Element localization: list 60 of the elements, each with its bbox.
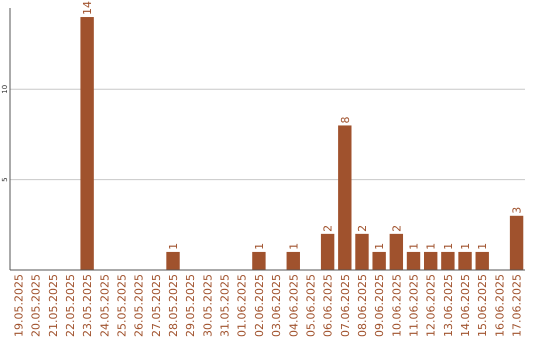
bar [80, 17, 94, 270]
x-tick-label: 24.05.2025 [98, 274, 112, 337]
data-label: 1 [408, 242, 421, 250]
data-label: 8 [338, 116, 352, 124]
data-label: 2 [322, 224, 335, 232]
x-tick-label: 14.06.2025 [459, 274, 472, 337]
x-tick-label: 29.05.2025 [184, 274, 198, 337]
data-label: 1 [252, 242, 266, 250]
x-tick-label: 20.05.2025 [30, 274, 43, 337]
x-tick-label: 26.05.2025 [132, 274, 146, 337]
x-tick-label: 21.05.2025 [46, 274, 60, 337]
x-tick-label: 16.06.2025 [493, 274, 506, 337]
data-label: 1 [287, 242, 300, 250]
data-label: 1 [373, 242, 386, 250]
bar [320, 234, 334, 270]
bar [424, 252, 438, 270]
x-tick-label: 15.06.2025 [476, 274, 490, 337]
bar [355, 234, 369, 270]
bar [166, 252, 180, 270]
bar [390, 234, 404, 270]
bar [476, 252, 489, 270]
x-tick-label: 08.06.2025 [356, 274, 369, 337]
bar [252, 252, 266, 270]
x-tick-label: 22.05.2025 [64, 274, 77, 337]
bar [510, 216, 524, 270]
data-label: 1 [442, 242, 455, 250]
x-tick-label: 31.05.2025 [218, 274, 232, 337]
data-label: 14 [81, 1, 94, 16]
data-label: 1 [167, 242, 180, 250]
x-tick-label: 28.05.2025 [167, 274, 180, 337]
bar [286, 252, 300, 270]
x-tick-label: 04.06.2025 [287, 274, 300, 337]
data-label: 1 [476, 242, 490, 250]
bar [372, 252, 386, 270]
x-tick-label: 05.06.2025 [304, 274, 318, 337]
x-tick-label: 06.06.2025 [322, 274, 335, 337]
bar [458, 252, 472, 270]
data-label: 1 [459, 242, 472, 250]
x-tick-label: 10.06.2025 [390, 274, 404, 337]
x-tick-label: 11.06.2025 [408, 274, 421, 337]
data-label: 1 [424, 242, 438, 250]
x-tick-label: 23.05.2025 [81, 274, 94, 337]
x-tick-label: 30.05.2025 [201, 274, 214, 337]
x-tick-label: 03.06.2025 [270, 274, 284, 337]
bar [406, 252, 420, 270]
bar [441, 252, 455, 270]
x-tick-label: 19.05.2025 [12, 274, 26, 337]
x-tick-label: 27.05.2025 [150, 274, 163, 337]
data-label: 3 [510, 206, 524, 214]
data-label: 2 [356, 224, 369, 232]
x-tick-label: 07.06.2025 [338, 274, 352, 337]
x-tick-label: 12.06.2025 [424, 274, 438, 337]
x-tick-label: 13.06.2025 [442, 274, 455, 337]
x-tick-label: 02.06.2025 [252, 274, 266, 337]
bar [338, 125, 352, 270]
data-label: 2 [390, 224, 404, 232]
x-tick-label: 17.06.2025 [510, 274, 524, 337]
x-tick-label: 25.05.2025 [115, 274, 128, 337]
x-tick-label: 09.06.2025 [373, 274, 386, 337]
x-tick-label: 01.06.2025 [236, 274, 249, 337]
